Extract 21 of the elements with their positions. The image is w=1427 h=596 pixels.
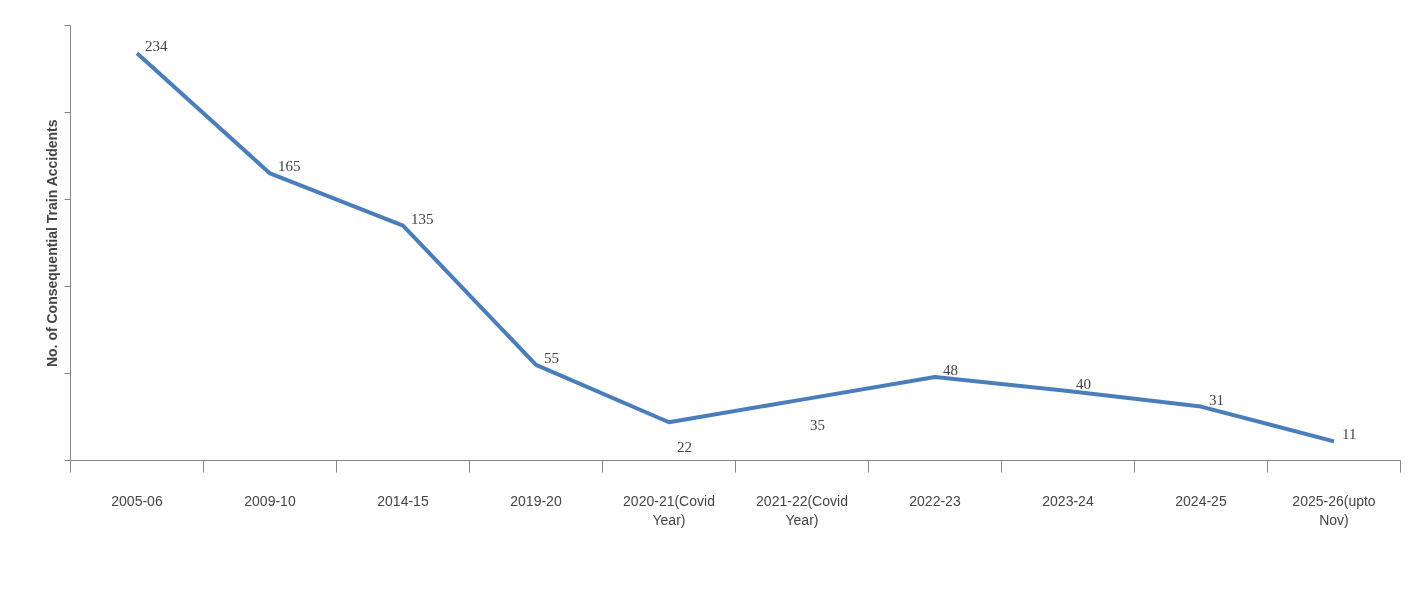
data-label: 234	[145, 38, 168, 55]
data-label: 31	[1209, 391, 1224, 408]
x-tick-label: 2020-21(Covid Year)	[623, 492, 715, 528]
x-tick-label: 2024-25	[1175, 492, 1227, 509]
x-tick-label: 2005-06	[111, 492, 163, 509]
data-label: 35	[810, 416, 825, 433]
data-label: 165	[278, 158, 301, 175]
data-label: 135	[411, 210, 434, 227]
data-label: 22	[677, 439, 692, 456]
data-label: 55	[544, 349, 559, 366]
y-axis-title: No. of Consequential Train Accidents	[43, 119, 60, 368]
x-tick-label: 2022-23	[909, 492, 961, 509]
data-label: 40	[1076, 375, 1091, 392]
x-tick-label: 2009-10	[244, 492, 296, 509]
x-tick-label: 2021-22(Covid Year)	[756, 492, 848, 528]
x-tick-label: 2014-15	[377, 492, 429, 509]
x-tick-label: 2019-20	[510, 492, 562, 509]
data-label: 11	[1342, 426, 1357, 443]
x-tick-label: 2023-24	[1042, 492, 1094, 509]
x-tick-label: 2025-26(upto Nov)	[1292, 492, 1376, 528]
data-label: 48	[943, 361, 958, 378]
